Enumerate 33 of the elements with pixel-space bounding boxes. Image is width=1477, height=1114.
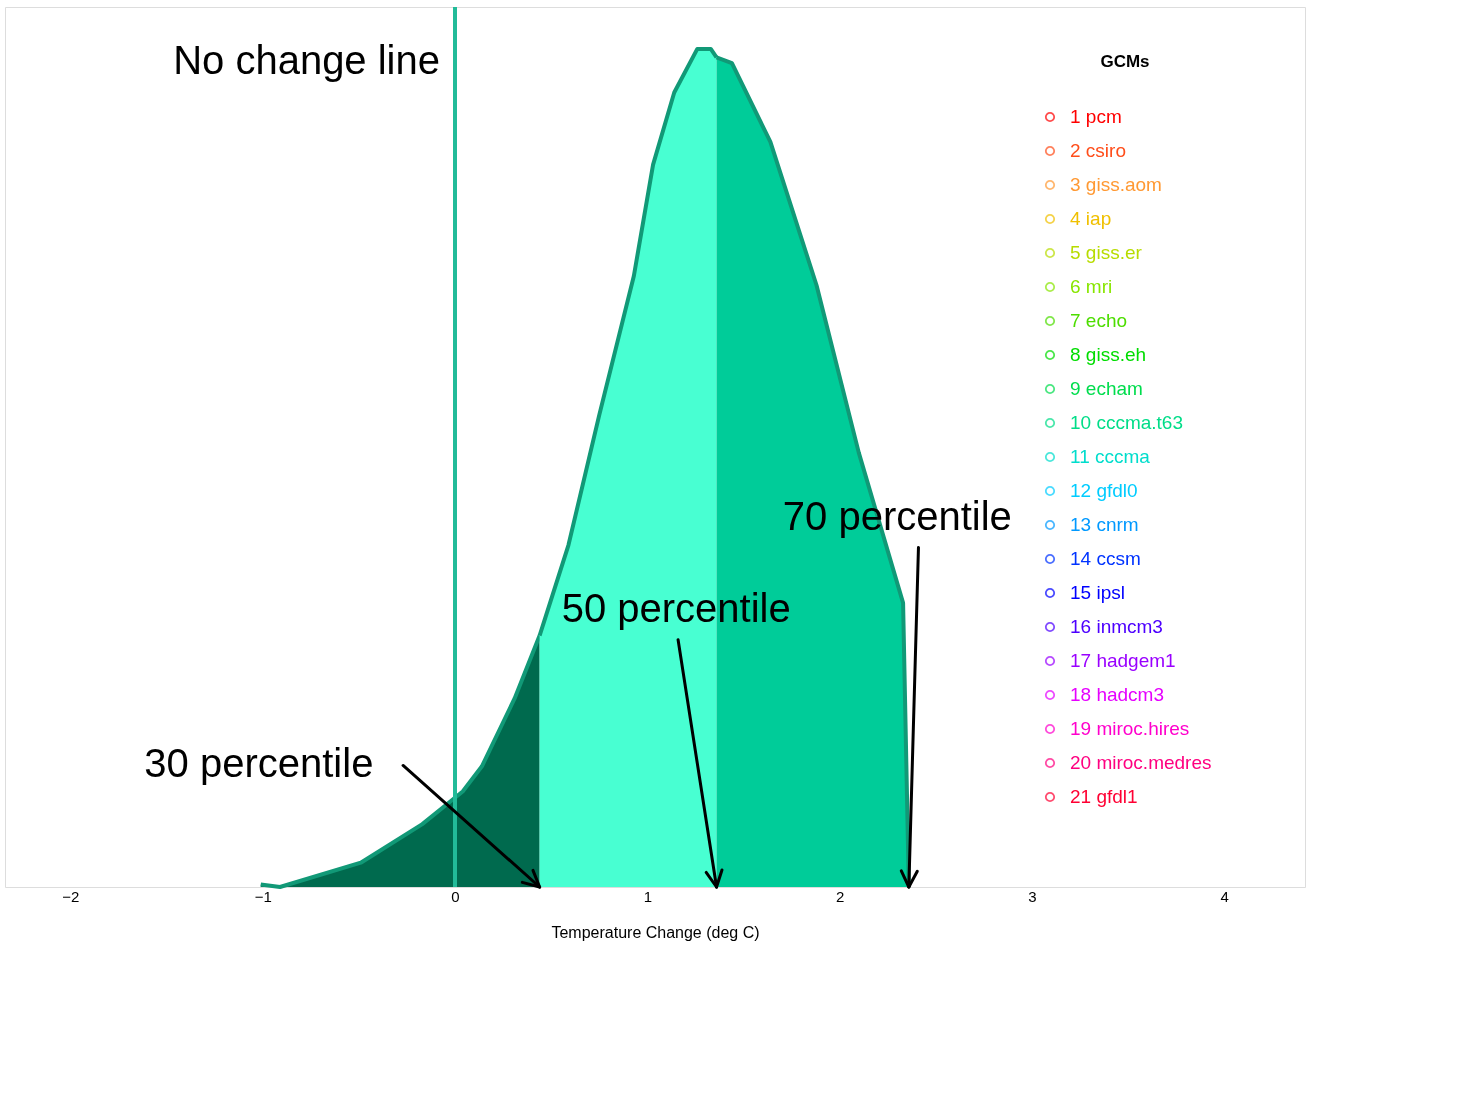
legend-label: 21 gfdl1: [1070, 786, 1138, 807]
legend-label: 2 csiro: [1070, 140, 1126, 161]
legend-label: 16 inmcm3: [1070, 616, 1163, 637]
legend-title: GCMs: [1100, 52, 1150, 71]
legend-label: 3 giss.aom: [1070, 174, 1162, 195]
x-axis-title: Temperature Change (deg C): [551, 923, 760, 941]
x-tick-label: 4: [1220, 887, 1229, 905]
legend-label: 18 hadcm3: [1070, 684, 1165, 705]
x-tick-label: 3: [1028, 887, 1037, 905]
legend-label: 15 ipsl: [1070, 582, 1125, 603]
x-tick-label: −1: [254, 887, 272, 905]
annotation: 50 percentile: [561, 586, 791, 631]
legend-label: 17 hadgem1: [1070, 650, 1176, 671]
legend-label: 7 echo: [1070, 310, 1128, 331]
x-tick-label: 0: [451, 887, 460, 905]
legend-label: 6 mri: [1070, 276, 1113, 297]
legend-label: 8 giss.eh: [1070, 344, 1147, 365]
legend-label: 19 miroc.hires: [1070, 718, 1190, 739]
x-tick-label: 1: [643, 887, 652, 905]
legend-label: 20 miroc.medres: [1070, 752, 1212, 773]
legend-label: 14 ccsm: [1070, 548, 1141, 569]
legend-label: 5 giss.er: [1070, 242, 1143, 263]
legend-label: 11 cccma: [1070, 446, 1151, 467]
legend-label: 4 iap: [1070, 208, 1112, 229]
annotation: 30 percentile: [144, 741, 374, 786]
legend-label: 10 cccma.t63: [1070, 412, 1183, 433]
legend-label: 13 cnrm: [1070, 514, 1139, 535]
x-tick-label: 2: [835, 887, 845, 905]
legend-label: 12 gfdl0: [1070, 480, 1138, 501]
legend-label: 9 echam: [1070, 378, 1143, 399]
x-tick-label: −2: [62, 887, 80, 905]
ref-line-label: No change line: [173, 38, 440, 82]
legend-label: 1 pcm: [1070, 106, 1122, 127]
